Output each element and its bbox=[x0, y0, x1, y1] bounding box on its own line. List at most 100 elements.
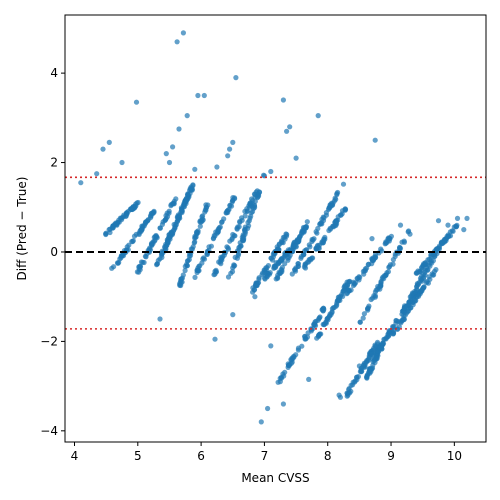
outlier-point bbox=[214, 164, 220, 170]
data-point bbox=[251, 287, 257, 293]
y-axis-ticks: −4 −2 0 2 4 bbox=[40, 66, 65, 438]
data-point bbox=[323, 212, 329, 218]
data-point bbox=[422, 260, 428, 266]
data-point bbox=[279, 267, 285, 273]
x-tick-label: 5 bbox=[134, 449, 142, 463]
outlier-point bbox=[306, 376, 312, 382]
data-point bbox=[166, 234, 172, 240]
data-point bbox=[164, 239, 171, 245]
data-point bbox=[419, 286, 425, 293]
data-point bbox=[143, 220, 149, 226]
outlier-point bbox=[382, 336, 388, 342]
outlier-point bbox=[180, 30, 186, 36]
y-tick-label: 2 bbox=[50, 156, 58, 170]
data-point bbox=[367, 367, 373, 373]
outlier-point bbox=[192, 166, 198, 172]
data-point bbox=[311, 236, 317, 242]
data-point bbox=[179, 208, 185, 214]
data-point bbox=[401, 239, 407, 245]
data-point bbox=[185, 258, 191, 264]
data-point bbox=[183, 197, 189, 203]
data-point bbox=[390, 331, 396, 337]
data-point bbox=[150, 209, 156, 215]
data-point bbox=[320, 308, 326, 314]
data-point bbox=[168, 230, 174, 236]
data-point bbox=[342, 283, 348, 289]
data-point bbox=[340, 293, 346, 299]
y-tick-label: 0 bbox=[50, 245, 58, 259]
data-point bbox=[249, 209, 256, 215]
outlier-point bbox=[170, 144, 176, 150]
data-point bbox=[317, 221, 323, 227]
outlier-point bbox=[252, 294, 258, 300]
data-point bbox=[334, 302, 340, 308]
data-point bbox=[337, 297, 343, 303]
data-point bbox=[385, 238, 391, 244]
data-point bbox=[203, 202, 209, 208]
data-point bbox=[390, 261, 396, 267]
data-point bbox=[365, 372, 371, 378]
data-point bbox=[334, 192, 340, 198]
data-point bbox=[402, 312, 408, 318]
outlier-point bbox=[261, 269, 267, 275]
data-point bbox=[141, 259, 147, 266]
data-point bbox=[302, 335, 308, 341]
data-point bbox=[308, 257, 314, 263]
data-point bbox=[288, 360, 294, 366]
data-point bbox=[303, 224, 309, 230]
x-tick-label: 6 bbox=[197, 449, 205, 463]
data-point bbox=[348, 382, 354, 388]
data-point bbox=[317, 331, 323, 337]
outlier-point bbox=[166, 159, 173, 166]
data-point bbox=[231, 195, 238, 201]
y-tick-label: 4 bbox=[50, 66, 58, 80]
data-point bbox=[453, 223, 459, 229]
outlier-point bbox=[157, 316, 163, 322]
data-point bbox=[398, 320, 404, 326]
data-point bbox=[212, 271, 218, 277]
data-point bbox=[149, 242, 155, 248]
data-point bbox=[442, 238, 448, 244]
data-point bbox=[302, 261, 308, 267]
data-point bbox=[106, 227, 112, 233]
outlier-point bbox=[356, 363, 362, 369]
outlier-point bbox=[287, 124, 293, 130]
outlier-point bbox=[176, 126, 182, 132]
outlier-point bbox=[293, 155, 299, 161]
data-point bbox=[414, 284, 420, 290]
data-point bbox=[340, 181, 347, 187]
outlier-point bbox=[461, 227, 467, 233]
data-point bbox=[230, 265, 236, 271]
data-point bbox=[277, 375, 283, 381]
data-point bbox=[128, 206, 134, 212]
x-tick-label: 7 bbox=[261, 449, 269, 463]
data-point bbox=[225, 274, 232, 280]
data-point bbox=[416, 293, 422, 299]
data-point bbox=[344, 390, 350, 396]
data-point bbox=[370, 356, 376, 362]
data-point bbox=[361, 311, 367, 317]
x-tick-label: 8 bbox=[324, 449, 332, 463]
data-point bbox=[204, 251, 210, 257]
data-point bbox=[109, 265, 115, 271]
data-point bbox=[234, 225, 240, 231]
data-point bbox=[262, 275, 268, 281]
data-point bbox=[236, 245, 242, 251]
data-point bbox=[228, 203, 235, 209]
data-point bbox=[268, 255, 274, 261]
data-point bbox=[329, 202, 335, 208]
outlier-point bbox=[163, 151, 169, 157]
data-point bbox=[450, 228, 456, 234]
data-point bbox=[182, 267, 188, 274]
data-point bbox=[414, 270, 420, 276]
data-point bbox=[369, 351, 375, 357]
data-point bbox=[296, 236, 302, 242]
data-point bbox=[225, 207, 231, 213]
data-point bbox=[419, 264, 425, 270]
data-point bbox=[170, 201, 176, 207]
data-point bbox=[177, 281, 183, 287]
data-point bbox=[304, 219, 310, 225]
data-point bbox=[444, 233, 450, 239]
data-point bbox=[351, 280, 357, 286]
outlier-point bbox=[280, 97, 286, 103]
